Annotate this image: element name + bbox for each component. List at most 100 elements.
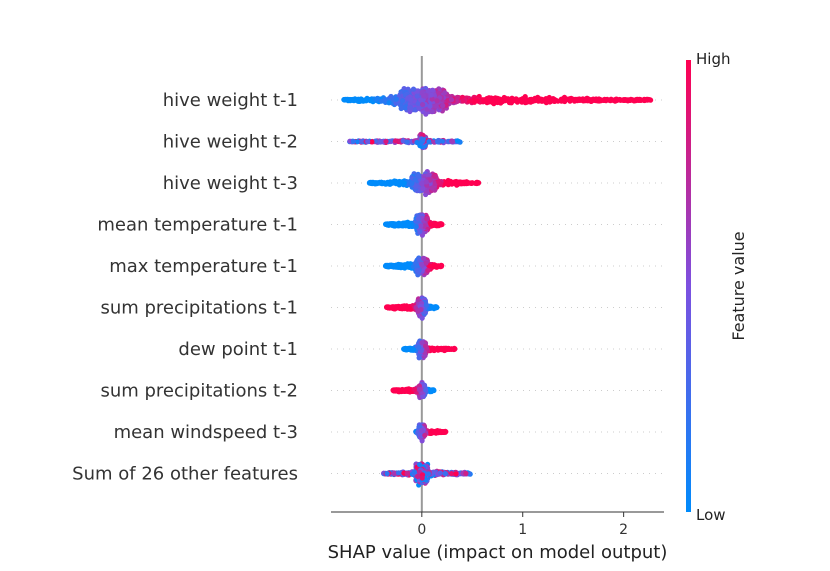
data-point	[544, 96, 551, 102]
data-point	[345, 97, 351, 103]
data-point	[513, 96, 519, 102]
data-point	[550, 98, 556, 104]
data-point	[393, 304, 399, 310]
data-point	[420, 137, 426, 143]
data-point	[428, 221, 434, 227]
data-point	[495, 95, 501, 101]
data-point	[385, 304, 391, 310]
data-point	[377, 139, 383, 145]
data-point	[407, 104, 414, 111]
data-point	[409, 180, 415, 186]
data-point	[408, 97, 414, 103]
data-point	[398, 105, 404, 112]
data-point	[467, 98, 474, 104]
data-point	[506, 97, 513, 103]
data-point	[627, 97, 633, 103]
data-point	[404, 139, 410, 145]
data-point	[481, 97, 487, 103]
data-point	[429, 109, 435, 115]
data-point	[437, 222, 443, 228]
data-point	[421, 255, 427, 261]
data-point	[475, 180, 481, 186]
data-point	[392, 138, 399, 144]
data-point	[443, 181, 449, 187]
data-point	[596, 97, 602, 103]
data-point	[412, 107, 418, 113]
data-point	[386, 100, 392, 106]
data-point	[365, 139, 371, 145]
data-point	[429, 304, 436, 311]
data-point	[398, 263, 405, 269]
data-point	[425, 267, 431, 274]
data-points	[341, 85, 654, 488]
data-point	[421, 93, 427, 99]
data-point	[532, 95, 538, 101]
data-point	[414, 93, 420, 99]
data-point	[617, 97, 623, 103]
data-point	[430, 87, 436, 93]
data-point	[424, 216, 430, 222]
data-point	[383, 221, 389, 227]
data-point	[405, 261, 411, 267]
data-point	[423, 179, 429, 185]
data-point	[383, 138, 389, 144]
data-point	[416, 173, 422, 179]
data-point	[407, 306, 413, 312]
data-point	[433, 103, 439, 109]
data-point	[489, 99, 496, 105]
data-point	[357, 97, 363, 103]
data-point	[402, 304, 408, 310]
data-point	[427, 103, 433, 109]
data-point	[434, 98, 440, 104]
data-point	[460, 98, 466, 104]
data-point	[429, 96, 435, 102]
data-point	[393, 221, 399, 228]
data-point	[363, 96, 369, 103]
data-point	[400, 220, 406, 226]
data-point	[442, 90, 448, 96]
data-point	[644, 96, 650, 102]
data-point	[382, 96, 388, 102]
data-point	[393, 96, 399, 102]
data-point	[415, 267, 421, 273]
data-point	[413, 224, 419, 230]
data-point	[502, 98, 508, 104]
data-point	[413, 183, 419, 189]
data-point	[367, 96, 373, 103]
data-point	[454, 179, 460, 185]
data-point	[410, 86, 417, 92]
data-point	[402, 104, 408, 110]
data-point	[401, 180, 407, 186]
data-point	[391, 263, 398, 269]
data-point	[420, 185, 426, 192]
data-point	[374, 180, 380, 187]
data-point	[436, 179, 442, 185]
data-point	[440, 103, 446, 109]
data-point	[565, 96, 571, 102]
data-point	[588, 98, 594, 104]
data-point	[524, 99, 530, 105]
data-point	[400, 98, 406, 104]
data-point	[406, 221, 412, 227]
data-point	[354, 139, 360, 145]
data-point	[418, 97, 424, 103]
data-point	[602, 96, 608, 102]
data-point	[435, 139, 441, 145]
data-point	[374, 96, 380, 102]
data-point	[474, 98, 481, 104]
data-point	[494, 99, 501, 106]
data-point	[366, 180, 372, 186]
data-point	[462, 180, 468, 186]
row-guides	[331, 99, 664, 474]
data-point	[416, 105, 422, 111]
data-point	[454, 138, 461, 144]
data-point	[415, 100, 421, 107]
data-point	[436, 90, 442, 96]
data-point	[439, 138, 445, 144]
data-point	[486, 99, 492, 105]
data-point	[417, 228, 423, 234]
data-point	[637, 97, 643, 103]
data-point	[418, 223, 424, 229]
data-point	[423, 302, 429, 308]
